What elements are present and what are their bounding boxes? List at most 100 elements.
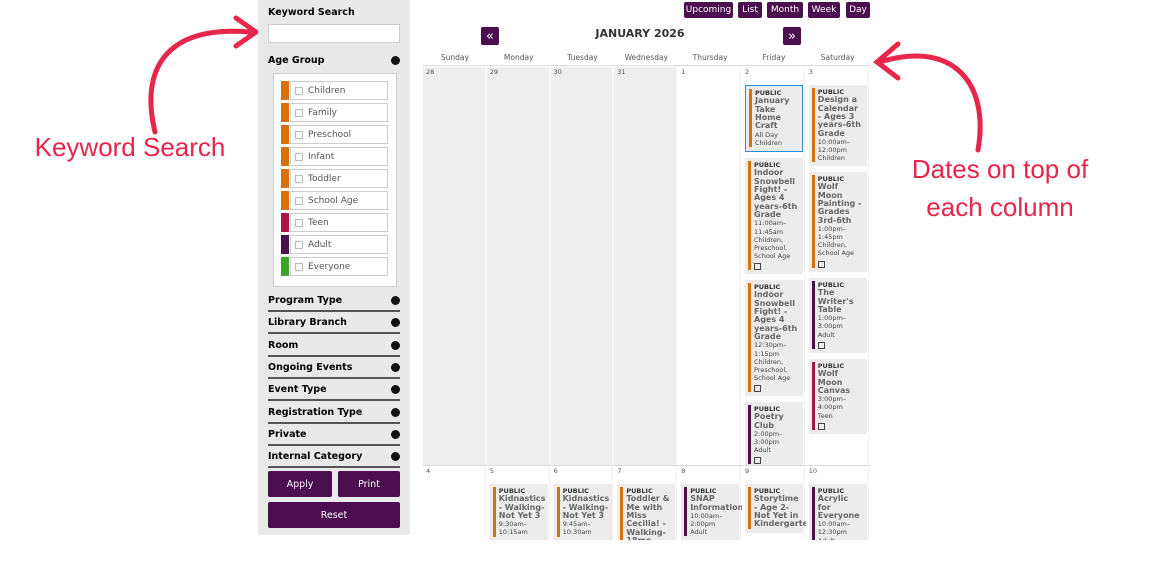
view-button[interactable]: List <box>738 2 762 18</box>
event-color-bar <box>749 89 752 147</box>
edit-icon[interactable] <box>817 341 825 349</box>
event-card[interactable]: PUBLIC Kidnastics - Walking-Not Yet 3 9:30… <box>489 484 548 540</box>
age-option[interactable]: Family <box>290 103 388 122</box>
date-number: 29 <box>489 68 499 76</box>
event-color-bar <box>811 175 815 268</box>
event-card[interactable]: PUBLIC Wolf Moon Canvas 3:00pm–4:00pm Teen <box>808 359 867 434</box>
age-group-label: Age Group <box>268 55 325 66</box>
age-option[interactable]: Children <box>290 81 388 100</box>
edit-icon[interactable] <box>817 260 825 268</box>
event-title: Indoor Snowbell Fight! - Ages 4 years-6t… <box>754 290 798 342</box>
event-color-bar <box>492 487 496 537</box>
age-option[interactable]: Infant <box>290 147 388 166</box>
event-card[interactable]: PUBLIC Wolf Moon Painting - Grades 3rd-6t… <box>808 172 867 272</box>
event-tag: PUBLIC <box>690 487 717 495</box>
event-time: 3:00pm–4:00pm <box>817 395 847 412</box>
age-option[interactable]: Everyone <box>290 257 388 276</box>
event-audience: Children, Preschool, School Age <box>754 357 791 382</box>
age-color-tab <box>281 235 289 254</box>
weekday-label: Monday <box>503 53 534 62</box>
toggle-icon <box>391 56 400 65</box>
age-option[interactable]: Preschool <box>290 125 388 144</box>
date-number: 1 <box>681 68 686 76</box>
filter-label: Room <box>268 339 299 351</box>
age-group-header[interactable]: Age Group <box>268 53 400 68</box>
prev-button[interactable]: « <box>481 27 499 45</box>
week-rule <box>423 465 870 466</box>
event-tag: PUBLIC <box>754 405 781 413</box>
age-option[interactable]: Teen <box>290 213 388 232</box>
filter-header[interactable]: Internal Category <box>268 447 400 469</box>
filter-header[interactable]: Program Type <box>268 291 400 312</box>
event-tag: PUBLIC <box>817 88 845 96</box>
edit-icon[interactable] <box>754 385 761 393</box>
event-card[interactable]: PUBLIC Acrylic for Everyone 10:00am–12:30p… <box>808 484 867 540</box>
event-card[interactable]: PUBLIC Poetry Club 2:00pm–3:00pm Adult <box>745 402 803 469</box>
event-card[interactable]: PUBLIC The Writer's Table 1:00pm–3:00pm Adu… <box>808 278 867 353</box>
event-card[interactable]: PUBLIC Indoor Snowbell Fight! - Ages 4 ye… <box>745 158 803 275</box>
reset-button[interactable]: Reset <box>268 502 400 528</box>
checkbox <box>295 174 303 183</box>
edit-icon[interactable] <box>754 457 761 465</box>
age-option[interactable]: Toddler <box>290 169 388 188</box>
event-tag: PUBLIC <box>817 175 845 183</box>
view-button[interactable]: Month <box>767 2 803 18</box>
age-option-label: Adult <box>308 239 332 250</box>
view-button[interactable]: Day <box>846 2 870 18</box>
age-color-tab <box>281 81 289 100</box>
weekday-label: Thursday <box>692 53 728 62</box>
next-button[interactable]: » <box>783 27 801 45</box>
day-cell: 5 PUBLIC Kidnastics - Walking-Not Yet 3 9:3… <box>486 466 550 540</box>
age-color-tab <box>281 191 289 210</box>
event-card[interactable]: PUBLIC Kidnastics - Walking-Not Yet 3 9:45… <box>553 484 612 540</box>
toggle-icon <box>391 362 400 372</box>
filter-header[interactable]: Event Type <box>268 380 400 402</box>
event-tag: PUBLIC <box>817 487 845 495</box>
apply-button[interactable]: Apply <box>268 471 332 497</box>
keyword-input[interactable] <box>268 24 400 43</box>
date-number: 5 <box>489 467 494 475</box>
event-card[interactable]: PUBLIC Toddler & Me with Miss Cecilia! - … <box>617 484 676 540</box>
date-number: 4 <box>426 467 431 475</box>
event-card[interactable]: PUBLIC January Take Home Craft All Day Chil… <box>745 85 803 152</box>
edit-icon[interactable] <box>754 263 761 271</box>
age-color-tab <box>281 103 289 122</box>
edit-icon[interactable] <box>817 422 825 430</box>
event-title: Design a Calendar - Ages 3 years-6th Gra… <box>817 95 861 138</box>
age-option[interactable]: School Age <box>290 191 388 210</box>
event-card[interactable]: PUBLIC SNAP Information 10:00am–2:00pm Adul… <box>681 484 743 540</box>
toggle-icon <box>391 340 400 350</box>
day-cell: 9 PUBLIC Storytime - Age 2-Not Yet in Kind… <box>742 466 814 540</box>
day-cell: 29 <box>486 67 550 465</box>
age-option-label: Teen <box>308 217 329 228</box>
filter-header[interactable]: Room <box>268 336 400 357</box>
event-audience: Children, Preschool, School Age <box>754 235 791 260</box>
age-color-tab <box>281 169 289 188</box>
filter-header[interactable]: Library Branch <box>268 313 400 335</box>
filter-header[interactable]: Private <box>268 425 400 446</box>
view-button[interactable]: Week <box>808 2 840 18</box>
event-title: Poetry Club <box>754 412 784 430</box>
event-card[interactable]: PUBLIC Storytime - Age 2-Not Yet in Kinde… <box>745 484 814 533</box>
print-button[interactable]: Print <box>338 471 400 497</box>
filter-header[interactable]: Registration Type <box>268 403 400 424</box>
day-cell: 7 PUBLIC Toddler & Me with Miss Cecilia! -… <box>614 466 678 540</box>
age-option-label: Preschool <box>308 129 352 140</box>
weekday-label: Tuesday <box>567 53 598 62</box>
event-time: All Day <box>755 130 778 139</box>
event-audience: Children <box>817 154 845 163</box>
day-cell: 28 <box>423 67 486 465</box>
view-button[interactable]: Upcoming <box>684 2 733 18</box>
event-title: The Writer's Table <box>817 288 854 314</box>
annotation: Keyword Search <box>34 132 226 162</box>
toggle-icon <box>391 385 400 395</box>
calendar: Upcoming List Month Week Day « » JANUARY 2026 Su… <box>420 0 872 540</box>
event-card[interactable]: PUBLIC Indoor Snowbell Fight! - Ages 4 ye… <box>745 280 803 397</box>
date-number: 30 <box>553 68 562 76</box>
event-time: 2:00pm–3:00pm <box>754 429 783 447</box>
event-title: Kidnastics - Walking-Not Yet 3 <box>498 494 546 520</box>
event-time: 12:30pm–1:15pm <box>754 341 787 358</box>
event-card[interactable]: PUBLIC Design a Calendar - Ages 3 years-6… <box>808 85 867 167</box>
age-option[interactable]: Adult <box>290 235 388 254</box>
filter-header[interactable]: Ongoing Events <box>268 358 400 379</box>
